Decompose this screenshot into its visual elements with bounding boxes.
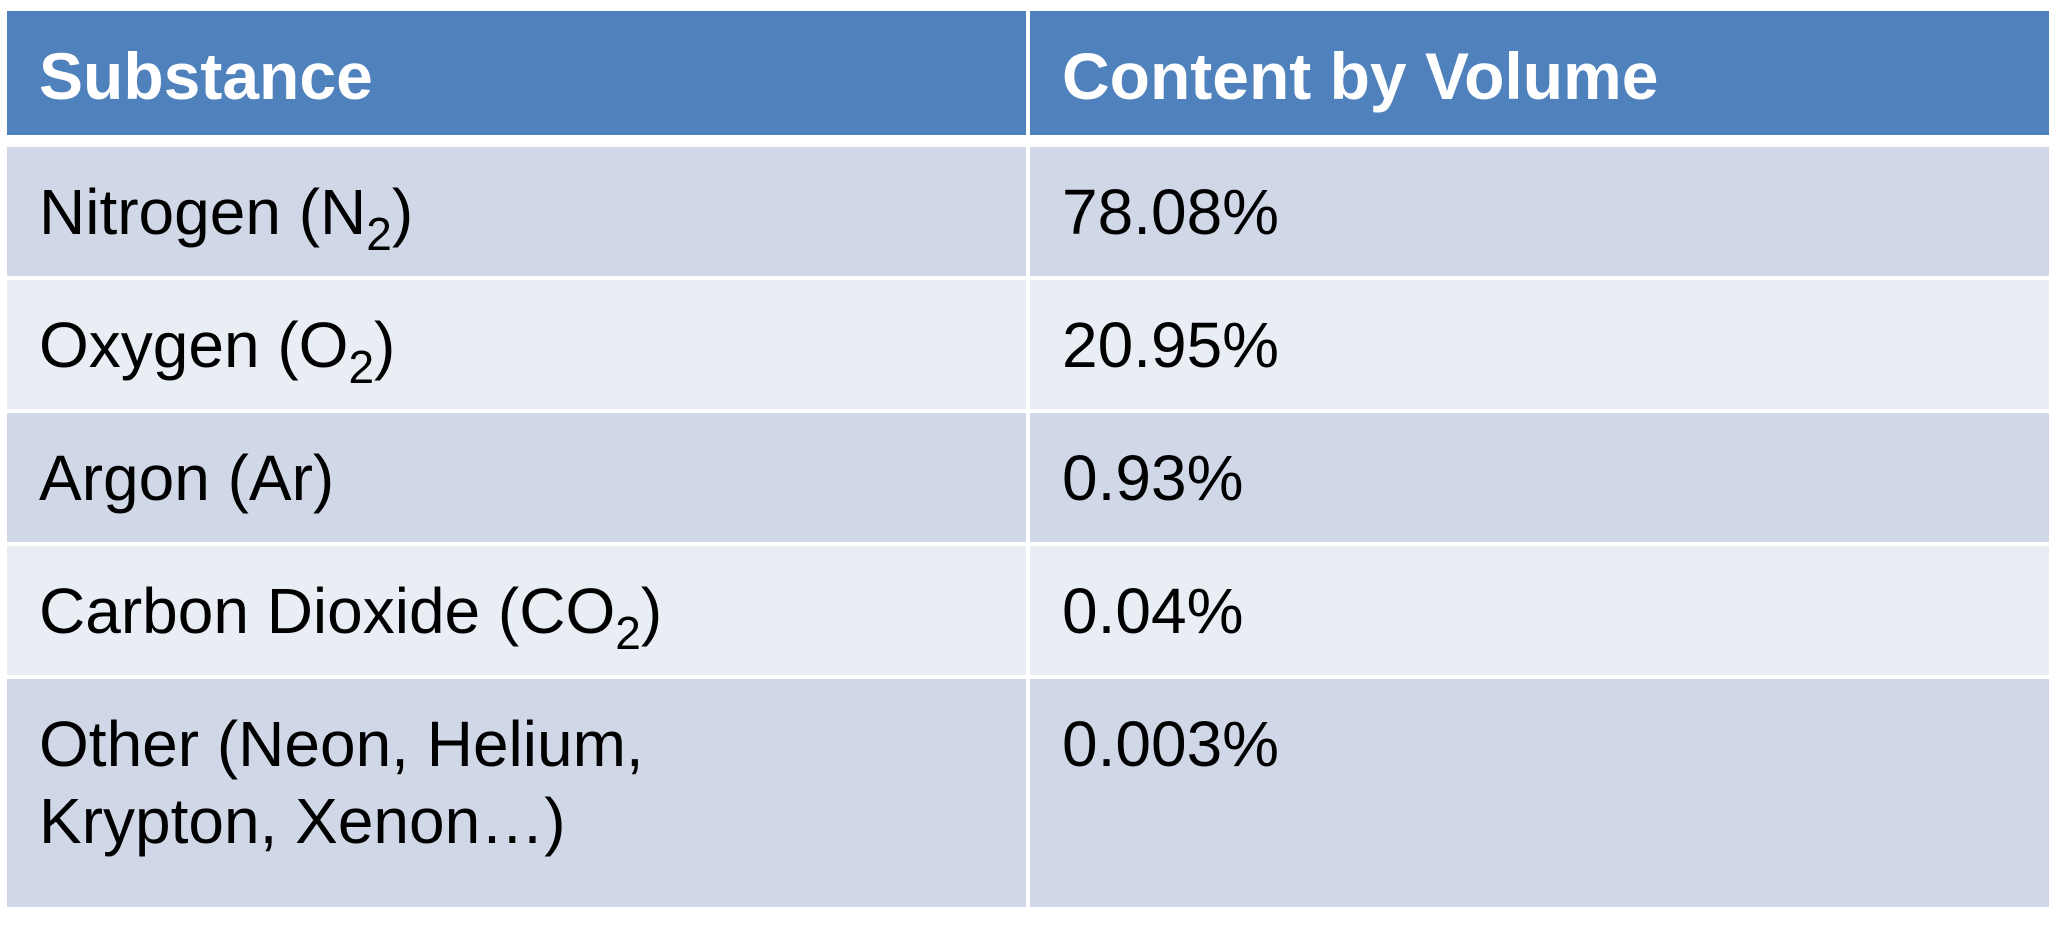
substance-name: Nitrogen (N xyxy=(39,176,367,248)
substance-name: Oxygen (O xyxy=(39,309,349,381)
table-row: Argon (Ar) 0.93% xyxy=(7,413,2049,542)
substance-cell: Argon (Ar) xyxy=(7,413,1026,542)
table-row: Other (Neon, Helium, Krypton, Xenon…) 0.… xyxy=(7,679,2049,907)
table-row: Nitrogen (N2) 78.08% xyxy=(7,147,2049,276)
subscript: 2 xyxy=(615,607,641,659)
header-substance: Substance xyxy=(7,11,1026,135)
substance-cell: Carbon Dioxide (CO2) xyxy=(7,546,1026,675)
substance-name: Argon (Ar) xyxy=(39,442,335,514)
table-row: Carbon Dioxide (CO2) 0.04% xyxy=(7,546,2049,675)
substance-close: ) xyxy=(391,176,414,248)
volume-cell: 0.93% xyxy=(1030,413,2049,542)
substance-close: ) xyxy=(640,575,663,647)
atmosphere-composition-table: Substance Content by Volume Nitrogen (N2… xyxy=(7,11,2049,907)
header-content-by-volume: Content by Volume xyxy=(1030,11,2049,135)
subscript: 2 xyxy=(348,341,375,393)
substance-cell: Nitrogen (N2) xyxy=(7,147,1026,276)
volume-cell: 20.95% xyxy=(1030,280,2049,409)
volume-cell: 78.08% xyxy=(1030,147,2049,276)
subscript: 2 xyxy=(366,208,392,260)
volume-cell: 0.003% xyxy=(1030,679,2049,907)
substance-name: Carbon Dioxide (CO xyxy=(39,575,616,647)
table-row: Oxygen (O2) 20.95% xyxy=(7,280,2049,409)
substance-close: ) xyxy=(374,309,396,381)
substance-cell: Oxygen (O2) xyxy=(7,280,1026,409)
substance-cell: Other (Neon, Helium, Krypton, Xenon…) xyxy=(7,679,1026,907)
substance-name: Other (Neon, Helium, Krypton, Xenon…) xyxy=(39,708,644,857)
volume-cell: 0.04% xyxy=(1030,546,2049,675)
table-header-row: Substance Content by Volume xyxy=(7,11,2049,135)
